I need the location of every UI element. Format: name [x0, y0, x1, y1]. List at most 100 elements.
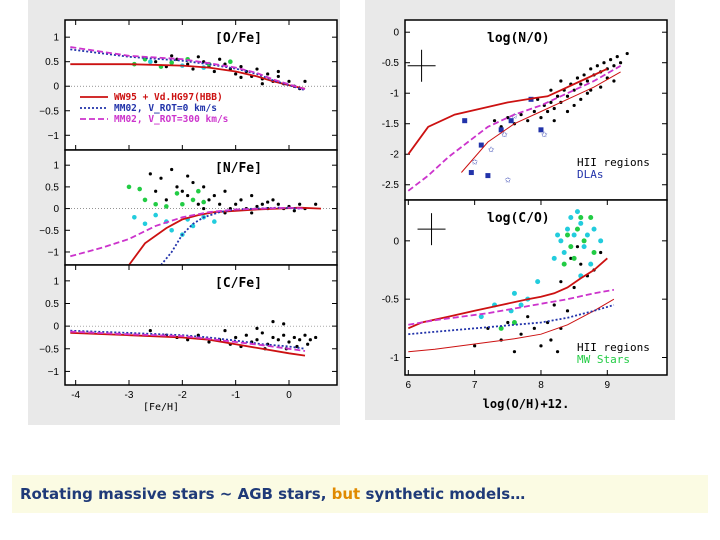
data-point-black — [186, 193, 190, 198]
x-axis-title: [Fe/H] — [143, 402, 179, 413]
data-point-mw-cyan — [571, 232, 577, 238]
data-point-black — [202, 185, 206, 189]
data-point-cyan — [190, 223, 196, 229]
y-tick-label: -1.5 — [382, 119, 400, 130]
legend-label: WW95 + Vd.HG97(HBB) — [114, 92, 223, 103]
data-point-black — [250, 193, 254, 198]
y-tick-label: -1 — [390, 353, 399, 364]
y-tick-label: 1 — [53, 276, 59, 287]
caption-part1: Rotating massive stars ~ AGB stars, — [20, 485, 327, 503]
data-point-black — [292, 209, 296, 213]
data-point-mw-green — [581, 238, 587, 244]
data-point-hii — [546, 109, 550, 114]
data-point-dla-star: ✩ — [541, 127, 548, 140]
data-point-black — [282, 333, 286, 337]
data-point-hii — [599, 85, 603, 89]
data-point-green — [190, 197, 196, 203]
series-line — [70, 46, 306, 91]
data-point-hii — [552, 119, 556, 123]
data-point-black — [255, 326, 259, 330]
y-tick-label: 1 — [53, 33, 59, 44]
data-point-green — [142, 197, 148, 203]
legend-label: MM02, V_ROT=300 km/s — [114, 114, 228, 125]
data-point-dla-star: ✩ — [471, 154, 478, 167]
data-point-black — [314, 202, 318, 206]
x-tick-label: 0 — [286, 390, 292, 401]
data-point-dla-square — [468, 170, 474, 176]
data-point-black — [244, 333, 248, 337]
data-point-hii — [549, 88, 553, 92]
data-point-hii — [506, 116, 510, 120]
series-line — [128, 206, 322, 266]
data-point-mw-green — [561, 261, 567, 267]
data-point-dla-star: ✩ — [504, 173, 511, 186]
data-point-black — [223, 329, 227, 333]
data-point-hii — [599, 250, 603, 255]
data-point-hii — [585, 79, 590, 83]
data-point-black — [234, 72, 238, 76]
data-point-mw-cyan — [568, 215, 574, 220]
data-point-black — [191, 180, 195, 185]
data-point-hii — [539, 116, 543, 120]
data-point-black — [282, 322, 286, 326]
data-point-black — [266, 72, 270, 76]
x-tick-label: 8 — [538, 380, 544, 391]
data-point-black — [175, 185, 179, 189]
data-point-mw-green — [565, 232, 571, 238]
data-point-cyan — [148, 59, 153, 64]
data-point-cyan — [132, 214, 137, 220]
data-point-dla-square — [485, 173, 491, 179]
data-point-hii — [519, 332, 523, 336]
data-point-hii — [569, 256, 573, 260]
data-point-mw-cyan — [511, 290, 517, 296]
data-point-mw-cyan — [565, 226, 571, 232]
data-point-black — [170, 167, 174, 172]
data-point-hii — [589, 67, 593, 71]
y-tick-label: −1 — [48, 131, 60, 142]
data-point-hii — [526, 315, 530, 319]
data-point-hii — [532, 109, 536, 114]
legend-label: DLAs — [577, 168, 604, 181]
data-point-black — [306, 342, 310, 346]
data-point-black — [164, 198, 168, 202]
x-axis-title: log(O/H)+12. — [483, 397, 570, 411]
x-tick-label: 6 — [406, 380, 412, 391]
data-point-green — [201, 199, 206, 205]
data-point-black — [207, 198, 211, 202]
plot-frame — [404, 199, 668, 376]
data-point-hii — [565, 109, 570, 114]
data-point-cyan — [153, 212, 158, 218]
data-point-black — [260, 82, 264, 86]
panel-title: [O/Fe] — [215, 31, 262, 46]
data-point-hii — [519, 112, 523, 117]
data-point-green — [196, 188, 201, 194]
panel-title: log(C/O) — [487, 211, 550, 226]
plot-frame — [64, 264, 338, 386]
data-point-black — [260, 331, 264, 335]
data-point-dla-square — [462, 118, 468, 124]
panel-title: [C/Fe] — [215, 276, 262, 291]
y-tick-label: -0.5 — [382, 58, 400, 69]
x-tick-label: -2 — [178, 390, 187, 401]
x-tick-label: -4 — [71, 390, 80, 401]
data-point-hii — [539, 344, 543, 348]
right-figure: 0-0.5-1-1.5-2-2.5✩✩✩✩✩✩log(N/O)HII regio… — [365, 0, 675, 420]
data-point-dla-square — [538, 127, 544, 133]
legend-label: MW Stars — [577, 353, 630, 366]
left-figure: 10.50−0.5−1[O/Fe]WW95 + Vd.HG97(HBB)MM02… — [28, 0, 340, 425]
series-line — [70, 330, 306, 352]
data-point-hii — [585, 91, 590, 95]
y-tick-label: −0.5 — [39, 344, 59, 355]
data-point-black — [250, 211, 254, 215]
y-tick-label: 0 — [53, 82, 59, 93]
data-point-black — [239, 65, 243, 69]
data-point-hii — [552, 303, 556, 307]
data-point-mw-cyan — [558, 238, 564, 244]
data-point-mw-cyan — [535, 279, 541, 285]
data-point-mw-green — [588, 215, 594, 220]
data-point-mw-cyan — [518, 302, 524, 308]
data-point-dla-star: ✩ — [488, 142, 495, 155]
data-point-black — [196, 55, 200, 59]
data-point-mw-cyan — [551, 255, 557, 261]
data-point-hii — [552, 106, 556, 111]
